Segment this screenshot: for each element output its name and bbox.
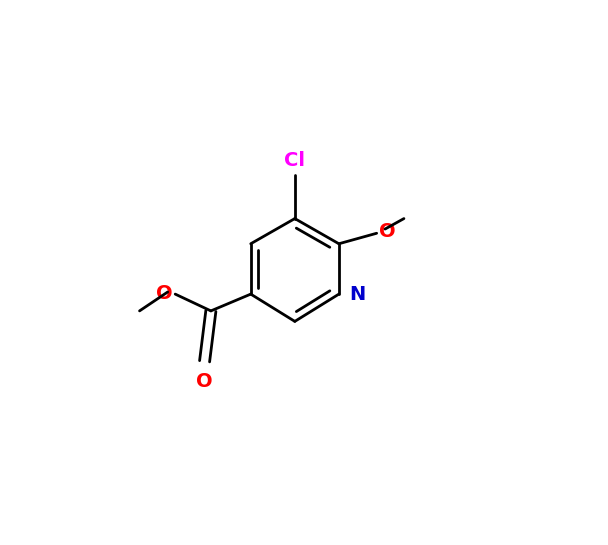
Text: O: O xyxy=(196,372,213,391)
Text: Cl: Cl xyxy=(285,152,305,170)
Text: N: N xyxy=(350,284,365,304)
Text: O: O xyxy=(156,284,173,303)
Text: O: O xyxy=(379,222,395,241)
